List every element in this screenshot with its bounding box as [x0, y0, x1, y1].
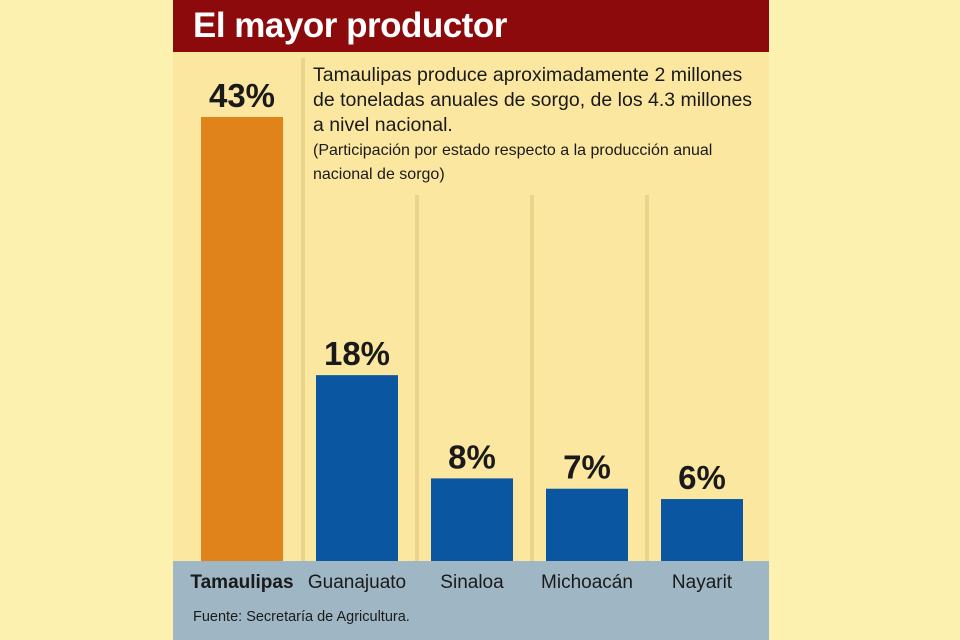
- column-divider: [645, 195, 649, 561]
- chart-title: El mayor productor: [193, 6, 507, 45]
- column-divider: [530, 195, 534, 561]
- bar-nayarit: [661, 499, 743, 561]
- data-label-tamaulipas: 43%: [209, 77, 275, 114]
- bar-guanajuato: [316, 375, 398, 561]
- bar-tamaulipas: [201, 117, 283, 561]
- data-label-guanajuato: 18%: [324, 335, 390, 372]
- data-label-sinaloa: 8%: [448, 438, 496, 475]
- category-axis-band: [173, 561, 769, 640]
- bar-michoacán: [546, 488, 628, 561]
- data-label-nayarit: 6%: [678, 459, 726, 496]
- bar-sinaloa: [431, 478, 513, 561]
- column-divider: [301, 58, 305, 561]
- chart-note: (Participación por estado respecto a la …: [313, 142, 713, 183]
- data-label-michoacán: 7%: [563, 449, 611, 486]
- title-bar: [173, 0, 769, 52]
- chart-description: Tamaulipas produce aproximadamente 2 mil…: [313, 64, 753, 136]
- column-divider: [415, 195, 419, 561]
- source-note: Fuente: Secretaría de Agricultura.: [193, 609, 410, 625]
